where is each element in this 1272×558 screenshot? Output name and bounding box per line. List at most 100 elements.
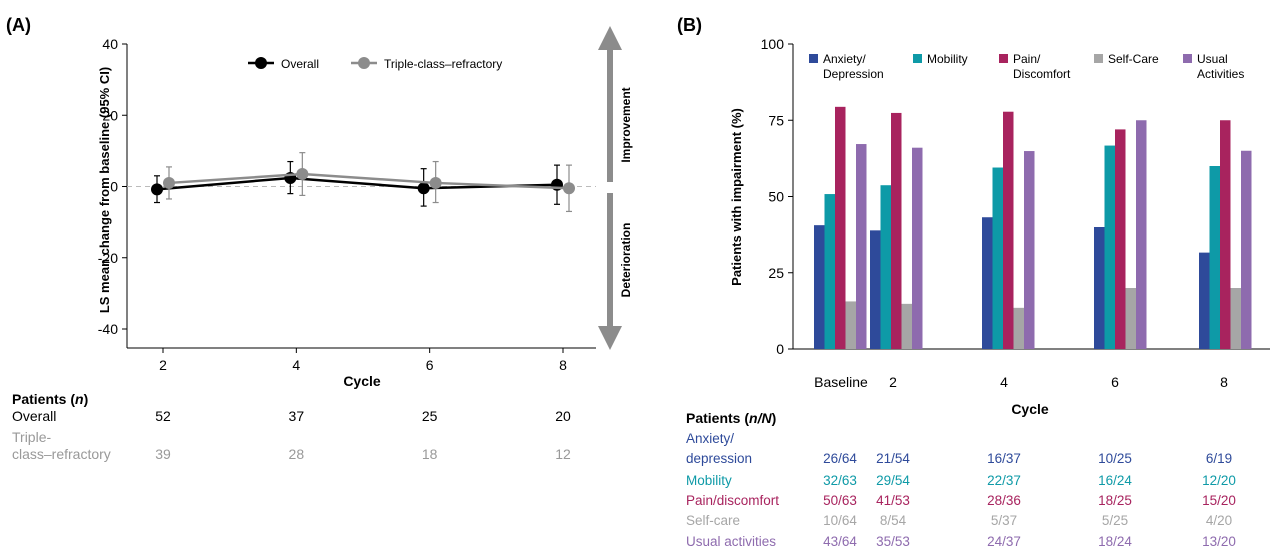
patients-count: 18 [422, 446, 438, 462]
patients-row-label: Anxiety/ [686, 431, 734, 446]
bar [870, 230, 881, 349]
panel-b-y-tick-label: 100 [761, 36, 785, 52]
panel-b-x-axis-title: Cycle [1011, 401, 1049, 417]
legend-label: Depression [823, 67, 884, 81]
patients-fraction: 4/20 [1206, 513, 1232, 528]
panel-a-data-point [163, 176, 175, 189]
bar [1094, 227, 1105, 349]
panel-b-x-tick-label: 8 [1220, 374, 1228, 390]
panel-b-y-tick-label: 25 [768, 265, 784, 281]
patients-count: 52 [155, 408, 171, 424]
patients-fraction: 43/64 [823, 534, 857, 549]
bar [1220, 120, 1231, 349]
panel-b-y-axis-title: Patients with impairment (%) [729, 108, 744, 286]
bar [1230, 288, 1241, 349]
patients-count: 28 [289, 446, 305, 462]
bar [1209, 166, 1220, 349]
panel-a-data-point [417, 182, 430, 195]
patients-row-label: Self-care [686, 513, 740, 528]
patients-fraction: 16/24 [1098, 473, 1132, 488]
patients-row-label: Mobility [686, 473, 732, 488]
panel-b-x-tick-label: 2 [889, 374, 897, 390]
patients-fraction: 13/20 [1202, 534, 1236, 549]
panel-b-x-tick-label: Baseline [814, 374, 868, 390]
bar [982, 217, 993, 349]
panel-b-y-tick-label: 50 [768, 189, 784, 205]
bar [835, 106, 846, 349]
panel-a-x-tick-label: 8 [559, 357, 567, 373]
bar [814, 225, 825, 349]
patients-row-label: Triple- [12, 429, 51, 445]
patients-fraction: 8/54 [880, 513, 907, 528]
patients-header-b: Patients (n/N) [686, 410, 776, 426]
patients-fraction: 12/20 [1202, 473, 1236, 488]
patients-count: 39 [155, 446, 171, 462]
bar [891, 112, 902, 350]
bar [1115, 129, 1126, 349]
patients-fraction: 16/37 [987, 451, 1021, 466]
panel-a-x-axis-title: Cycle [343, 373, 381, 389]
bar [1241, 150, 1252, 349]
bar [880, 185, 891, 349]
panel-a-y-tick-label: 20 [102, 107, 118, 123]
panel-a-y-tick-label: 0 [110, 179, 118, 195]
bar [1125, 288, 1136, 349]
panel-a-label: (A) [6, 15, 31, 35]
legend-swatch [1094, 54, 1103, 63]
legend-label: Overall [281, 57, 319, 71]
panel-a-y-tick-label: 40 [102, 36, 118, 52]
legend-swatch [913, 54, 922, 63]
deterioration-label: Deterioration [619, 223, 633, 298]
patients-fraction: 5/37 [991, 513, 1017, 528]
panel-b-x-tick-label: 4 [1000, 374, 1008, 390]
panel-a-x-tick-label: 2 [159, 357, 167, 373]
patients-row-label: Usual activities [686, 534, 776, 549]
bar [1003, 111, 1014, 350]
panel-a-y-axis-title: LS mean change from baseline (95% CI) [97, 67, 112, 313]
patients-fraction: 18/25 [1098, 493, 1132, 508]
legend-marker [255, 57, 267, 69]
patients-row-label: depression [686, 451, 752, 466]
panel-a-data-point [296, 168, 309, 181]
patients-fraction: 41/53 [876, 493, 910, 508]
patients-fraction: 10/64 [823, 513, 857, 528]
panel-b-x-tick-label: 6 [1111, 374, 1119, 390]
patients-count: 25 [422, 408, 438, 424]
bar [901, 303, 912, 349]
legend-swatch [1183, 54, 1192, 63]
bar [1136, 120, 1147, 349]
panel-a-data-point [563, 182, 575, 195]
patients-fraction: 10/25 [1098, 451, 1132, 466]
legend-label: Mobility [927, 52, 968, 66]
patients-fraction: 22/37 [987, 473, 1021, 488]
patients-row-label: Overall [12, 408, 56, 424]
legend-label: Activities [1197, 67, 1244, 81]
patients-fraction: 24/37 [987, 534, 1021, 549]
legend-label: Pain/ [1013, 52, 1041, 66]
legend-marker [358, 57, 370, 69]
bar [1104, 145, 1115, 349]
bar [845, 301, 856, 349]
bar [824, 194, 835, 349]
panel-b-label: (B) [677, 15, 702, 35]
improvement-label: Improvement [619, 87, 633, 162]
panel-a-y-tick-label: -20 [98, 250, 118, 266]
panel-b-y-tick-label: 75 [768, 112, 784, 128]
legend-label: Anxiety/ [823, 52, 866, 66]
patients-count: 12 [555, 446, 571, 462]
panel-b-y-tick-label: 0 [776, 341, 784, 357]
patients-fraction: 6/19 [1206, 451, 1232, 466]
bar [992, 167, 1003, 349]
bar [1013, 307, 1024, 349]
patients-fraction: 50/63 [823, 493, 857, 508]
patients-fraction: 21/54 [876, 451, 910, 466]
panel-a-data-point [151, 183, 163, 196]
legend-label: Usual [1197, 52, 1228, 66]
panel-a-x-tick-label: 6 [426, 357, 434, 373]
patients-row-label: Pain/discomfort [686, 493, 779, 508]
panel-a-series-line [168, 172, 570, 190]
legend-label: Discomfort [1013, 67, 1071, 81]
